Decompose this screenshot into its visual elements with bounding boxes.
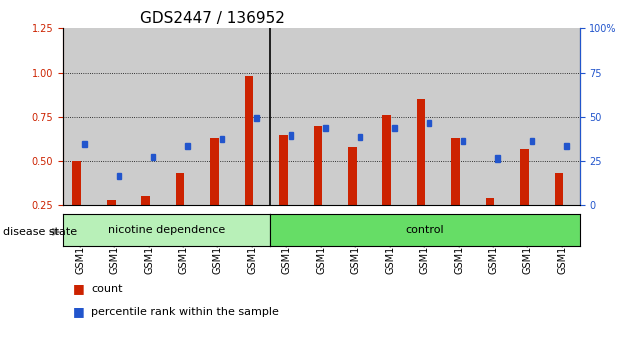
Bar bbox=[520, 149, 529, 250]
Bar bbox=[427, 120, 431, 126]
Bar bbox=[117, 173, 121, 179]
Bar bbox=[63, 28, 98, 205]
Bar bbox=[132, 28, 166, 205]
Bar bbox=[201, 28, 235, 205]
Bar bbox=[373, 28, 408, 205]
Bar bbox=[185, 143, 190, 149]
Bar bbox=[511, 28, 545, 205]
Bar bbox=[442, 28, 476, 205]
Bar bbox=[554, 173, 563, 250]
Bar bbox=[166, 28, 201, 205]
Bar bbox=[358, 134, 362, 140]
Bar bbox=[461, 138, 466, 144]
Bar bbox=[304, 28, 338, 205]
Text: GDS2447 / 136952: GDS2447 / 136952 bbox=[140, 11, 285, 26]
Bar bbox=[486, 198, 495, 250]
Text: ■: ■ bbox=[72, 282, 84, 295]
Bar bbox=[279, 135, 288, 250]
Bar bbox=[255, 115, 259, 121]
Bar bbox=[476, 28, 511, 205]
Bar bbox=[244, 76, 253, 250]
Bar bbox=[348, 147, 357, 250]
Bar bbox=[289, 132, 293, 138]
Text: control: control bbox=[405, 225, 444, 235]
Text: nicotine dependence: nicotine dependence bbox=[108, 225, 225, 235]
Text: percentile rank within the sample: percentile rank within the sample bbox=[91, 307, 279, 316]
Bar bbox=[451, 138, 460, 250]
Bar bbox=[564, 143, 569, 149]
Bar bbox=[417, 99, 425, 250]
Bar bbox=[495, 155, 500, 161]
Bar bbox=[382, 115, 391, 250]
Bar bbox=[98, 28, 132, 205]
Bar bbox=[141, 196, 150, 250]
Bar bbox=[392, 125, 396, 131]
Text: count: count bbox=[91, 284, 123, 293]
Text: disease state: disease state bbox=[3, 227, 77, 237]
Bar bbox=[176, 173, 185, 250]
Bar bbox=[323, 125, 328, 131]
Bar bbox=[530, 138, 534, 144]
Bar bbox=[210, 138, 219, 250]
Bar bbox=[107, 200, 115, 250]
Bar bbox=[338, 28, 373, 205]
Bar bbox=[235, 28, 270, 205]
Bar bbox=[545, 28, 580, 205]
Bar bbox=[220, 136, 224, 142]
Bar bbox=[72, 161, 81, 250]
Bar bbox=[270, 28, 304, 205]
Bar bbox=[151, 154, 156, 160]
Bar bbox=[314, 126, 322, 250]
Bar bbox=[82, 141, 86, 147]
Bar bbox=[408, 28, 442, 205]
Text: ■: ■ bbox=[72, 305, 84, 318]
